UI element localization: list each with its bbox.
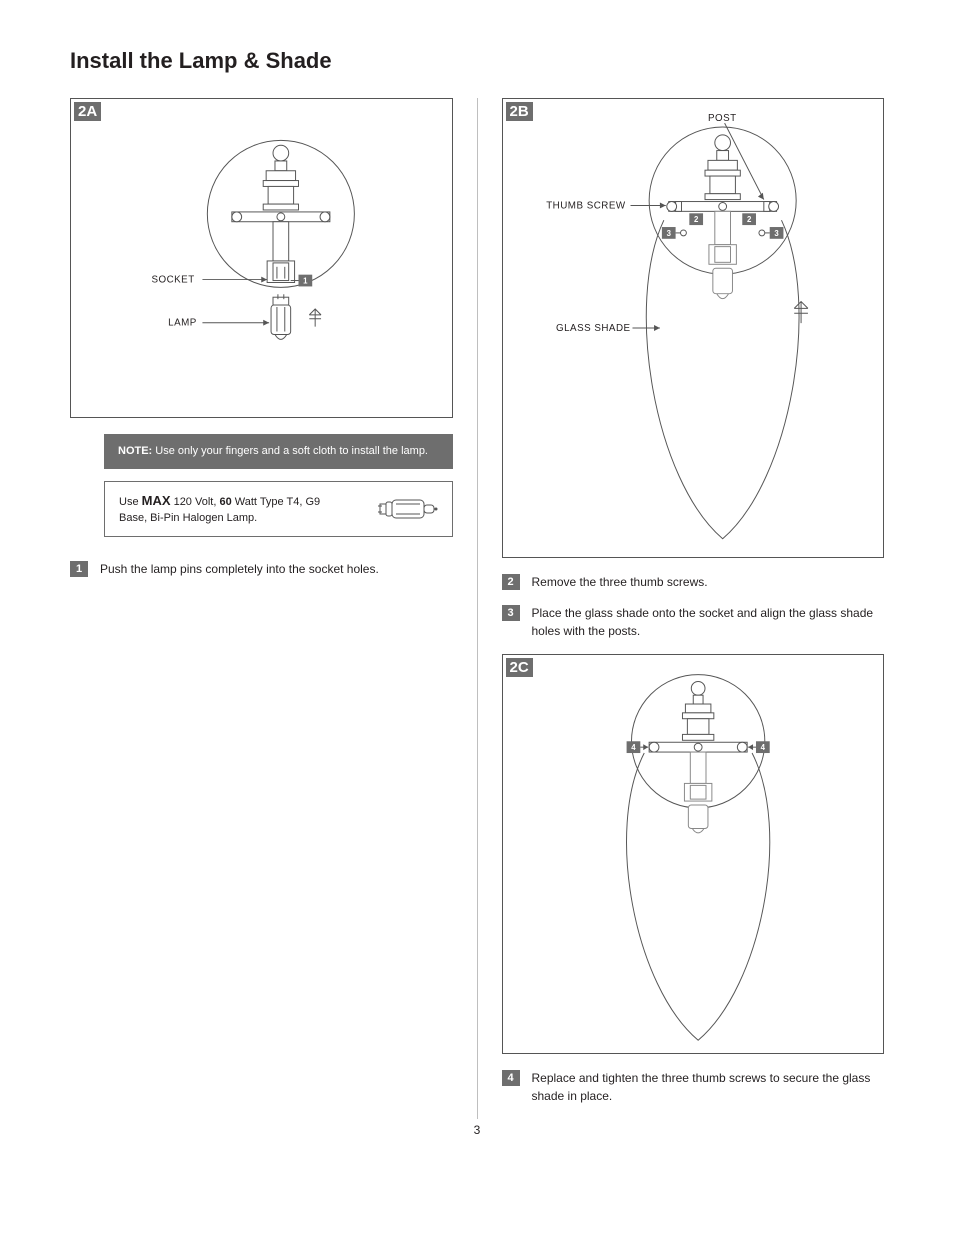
step-number-badge: 4 <box>502 1070 520 1086</box>
step-text: Remove the three thumb screws. <box>532 574 708 591</box>
figure-2c: 2C <box>502 654 885 1054</box>
left-column: 2A <box>70 98 453 1119</box>
bulb-icon <box>378 496 438 522</box>
svg-text:4: 4 <box>760 743 765 752</box>
steps-left: 1 Push the lamp pins completely into the… <box>70 561 453 578</box>
callout-1: 1 <box>303 277 308 286</box>
note-text: Use only your fingers and a soft cloth t… <box>152 445 428 457</box>
note-lead: NOTE: <box>118 445 152 457</box>
post-label: POST <box>707 113 736 124</box>
figure-2c-label: 2C <box>506 658 533 677</box>
step-item: 1 Push the lamp pins completely into the… <box>70 561 453 578</box>
step-item: 3 Place the glass shade onto the socket … <box>502 605 885 640</box>
step-number-badge: 2 <box>502 574 520 590</box>
figure-2a-diagram: SOCKET LAMP 1 <box>75 103 448 413</box>
svg-text:2: 2 <box>694 215 699 224</box>
figure-2b-label: 2B <box>506 102 533 121</box>
lamp-label: LAMP <box>168 318 197 329</box>
page: Install the Lamp & Shade 2A <box>0 0 954 1149</box>
step-number-badge: 1 <box>70 561 88 577</box>
svg-text:3: 3 <box>774 229 779 238</box>
thumb-screw-label: THUMB SCREW <box>546 200 626 211</box>
steps-right-b: 4 Replace and tighten the three thumb sc… <box>502 1070 885 1105</box>
figure-2a-label: 2A <box>74 102 101 121</box>
figure-2a: 2A <box>70 98 453 418</box>
svg-text:3: 3 <box>666 229 671 238</box>
svg-text:2: 2 <box>746 215 751 224</box>
step-text: Replace and tighten the three thumb scre… <box>532 1070 885 1105</box>
page-number: 3 <box>0 1123 954 1137</box>
figure-2b-diagram: POST THUMB SCREW GLASS SHADE 2 2 <box>507 103 880 553</box>
step-text: Place the glass shade onto the socket an… <box>532 605 885 640</box>
step-item: 2 Remove the three thumb screws. <box>502 574 885 591</box>
note-box: NOTE: Use only your fingers and a soft c… <box>104 434 453 469</box>
figure-2b: 2B <box>502 98 885 558</box>
glass-shade-label: GLASS SHADE <box>556 323 631 334</box>
spec-text: Use MAX 120 Volt, 60 Watt Type T4, G9 Ba… <box>119 492 349 526</box>
figure-2c-diagram: 4 4 <box>507 659 880 1049</box>
section-title: Install the Lamp & Shade <box>70 48 884 74</box>
step-text: Push the lamp pins completely into the s… <box>100 561 379 578</box>
spec-box: Use MAX 120 Volt, 60 Watt Type T4, G9 Ba… <box>104 481 453 537</box>
step-item: 4 Replace and tighten the three thumb sc… <box>502 1070 885 1105</box>
step-number-badge: 3 <box>502 605 520 621</box>
svg-text:4: 4 <box>631 743 636 752</box>
two-column-layout: 2A <box>70 98 884 1119</box>
right-column: 2B <box>502 98 885 1119</box>
socket-label: SOCKET <box>151 275 194 286</box>
steps-right-a: 2 Remove the three thumb screws. 3 Place… <box>502 574 885 640</box>
column-divider <box>477 98 478 1119</box>
